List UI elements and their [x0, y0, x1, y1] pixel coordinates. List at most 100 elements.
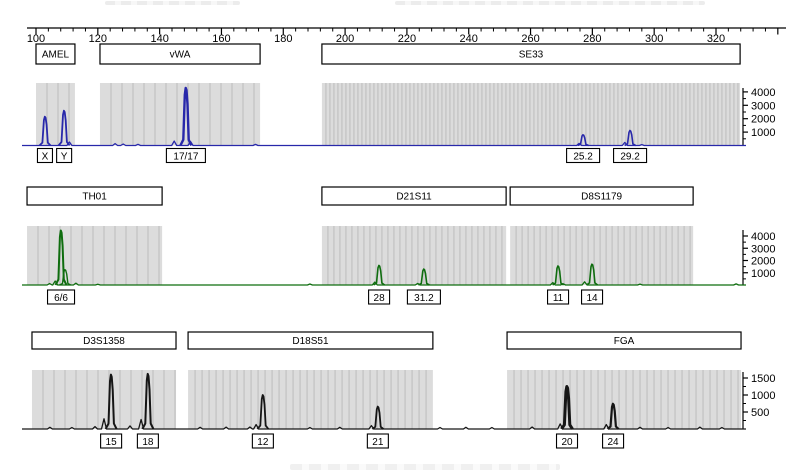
marker-label: vWA	[170, 50, 191, 61]
allele-label: 25.2	[573, 152, 593, 163]
allele-box-20	[555, 433, 579, 449]
dye-panel-black: D3S1358 D18S51 FGA 1500 1000 500 15 18 12 21 20 24	[22, 331, 775, 449]
allele-label: 31.2	[414, 293, 434, 304]
peak-18	[141, 372, 155, 430]
marker-label: AMEL	[42, 50, 70, 61]
marker-box-D3S1358	[31, 331, 177, 350]
peak-14	[586, 263, 599, 286]
marker-box-FGA	[506, 331, 742, 350]
allele-box-24	[602, 433, 625, 449]
allele-box-X	[36, 147, 54, 164]
y-axis-label: 2000	[751, 114, 775, 126]
ruler-label: 120	[89, 33, 107, 45]
y-axis-label: 1000	[751, 268, 775, 280]
ruler-label: 100	[27, 33, 45, 45]
trace-baseline-blue	[22, 140, 746, 147]
marker-label: D18S51	[292, 336, 329, 347]
faded-header-remnant-right	[395, 1, 705, 5]
allele-label: 14	[586, 293, 598, 304]
marker-label: D3S1358	[83, 336, 125, 347]
allele-box-17/17	[165, 147, 206, 164]
peak-Y	[57, 109, 71, 147]
bin-region-TH01	[27, 226, 163, 285]
allele-box-15	[100, 433, 123, 449]
marker-box-SE33	[321, 43, 741, 65]
allele-box-31.2	[406, 289, 441, 305]
peak-20	[560, 385, 574, 430]
y-axis-label: 4000	[751, 87, 775, 99]
trace-baseline-black	[22, 418, 746, 430]
marker-box-D21S11	[321, 186, 507, 206]
faded-header-remnant-left	[105, 1, 240, 5]
allele-box-21	[366, 433, 389, 449]
y-axis-label: 1000	[751, 390, 775, 402]
peak-11	[552, 265, 565, 286]
allele-label: X	[42, 152, 49, 163]
peak-28	[373, 264, 386, 286]
bin-region-FGA	[507, 370, 742, 429]
size-ruler: 100 120 140 160 180 200 220 240 260 280 300 320	[27, 27, 786, 45]
marker-box-D8S1179	[509, 186, 694, 206]
y-axis-label: 1500	[751, 373, 775, 385]
bin-region-D18S51	[188, 370, 433, 429]
marker-box-D18S51	[187, 331, 434, 350]
y-axis-label: 1000	[751, 127, 775, 139]
allele-box-25.2	[566, 147, 601, 164]
allele-label: 18	[142, 437, 154, 448]
peak-29.2	[624, 129, 636, 147]
allele-label: 21	[372, 437, 384, 448]
peak-21	[371, 405, 384, 430]
allele-label: 24	[608, 437, 620, 448]
allele-label: 20	[561, 437, 573, 448]
allele-box-6/6	[46, 289, 76, 305]
bin-region-vWA	[99, 83, 261, 146]
y-axis-label: 4000	[751, 231, 775, 243]
allele-label: Y	[61, 152, 68, 163]
peak-31.2	[418, 268, 430, 286]
marker-box-vWA	[99, 43, 261, 65]
ruler-label: 160	[212, 33, 230, 45]
ruler-label: 320	[707, 33, 725, 45]
marker-label: FGA	[614, 336, 635, 347]
allele-label: 17/17	[173, 152, 198, 163]
allele-label: 12	[257, 437, 269, 448]
allele-label: 11	[553, 293, 564, 304]
peak-17/17	[179, 86, 193, 147]
allele-label: 29.2	[620, 152, 640, 163]
ruler-label: 280	[583, 33, 601, 45]
y-axis-label: 500	[751, 407, 769, 419]
allele-box-18	[136, 433, 159, 449]
allele-box-29.2	[613, 147, 648, 164]
ruler-label: 300	[645, 33, 663, 45]
faded-caption-remnant	[290, 464, 560, 470]
allele-box-14	[581, 289, 604, 305]
y-axis-label: 3000	[751, 243, 775, 255]
marker-label: SE33	[519, 50, 544, 61]
marker-box-TH01	[26, 186, 163, 206]
allele-label: 28	[374, 293, 386, 304]
marker-label: D8S1179	[581, 192, 622, 203]
peak-12	[256, 394, 270, 430]
ruler-label: 220	[398, 33, 416, 45]
peak-minor	[59, 269, 71, 286]
allele-label: 15	[106, 437, 118, 448]
y-axis-label: 3000	[751, 100, 775, 112]
allele-box-28	[368, 289, 391, 305]
ruler-label: 200	[336, 33, 354, 45]
allele-box-Y	[56, 147, 73, 164]
peak-X	[38, 115, 52, 147]
ruler-label: 260	[521, 33, 539, 45]
marker-label: TH01	[82, 192, 107, 203]
ruler-label: 180	[274, 33, 292, 45]
ruler-label: 140	[150, 33, 168, 45]
marker-box-AMEL	[35, 43, 76, 65]
peak-25.2	[577, 134, 589, 147]
ruler-label: 240	[460, 33, 478, 45]
allele-box-11	[547, 289, 570, 305]
y-axis-label: 2000	[751, 256, 775, 268]
allele-box-12	[251, 433, 274, 449]
